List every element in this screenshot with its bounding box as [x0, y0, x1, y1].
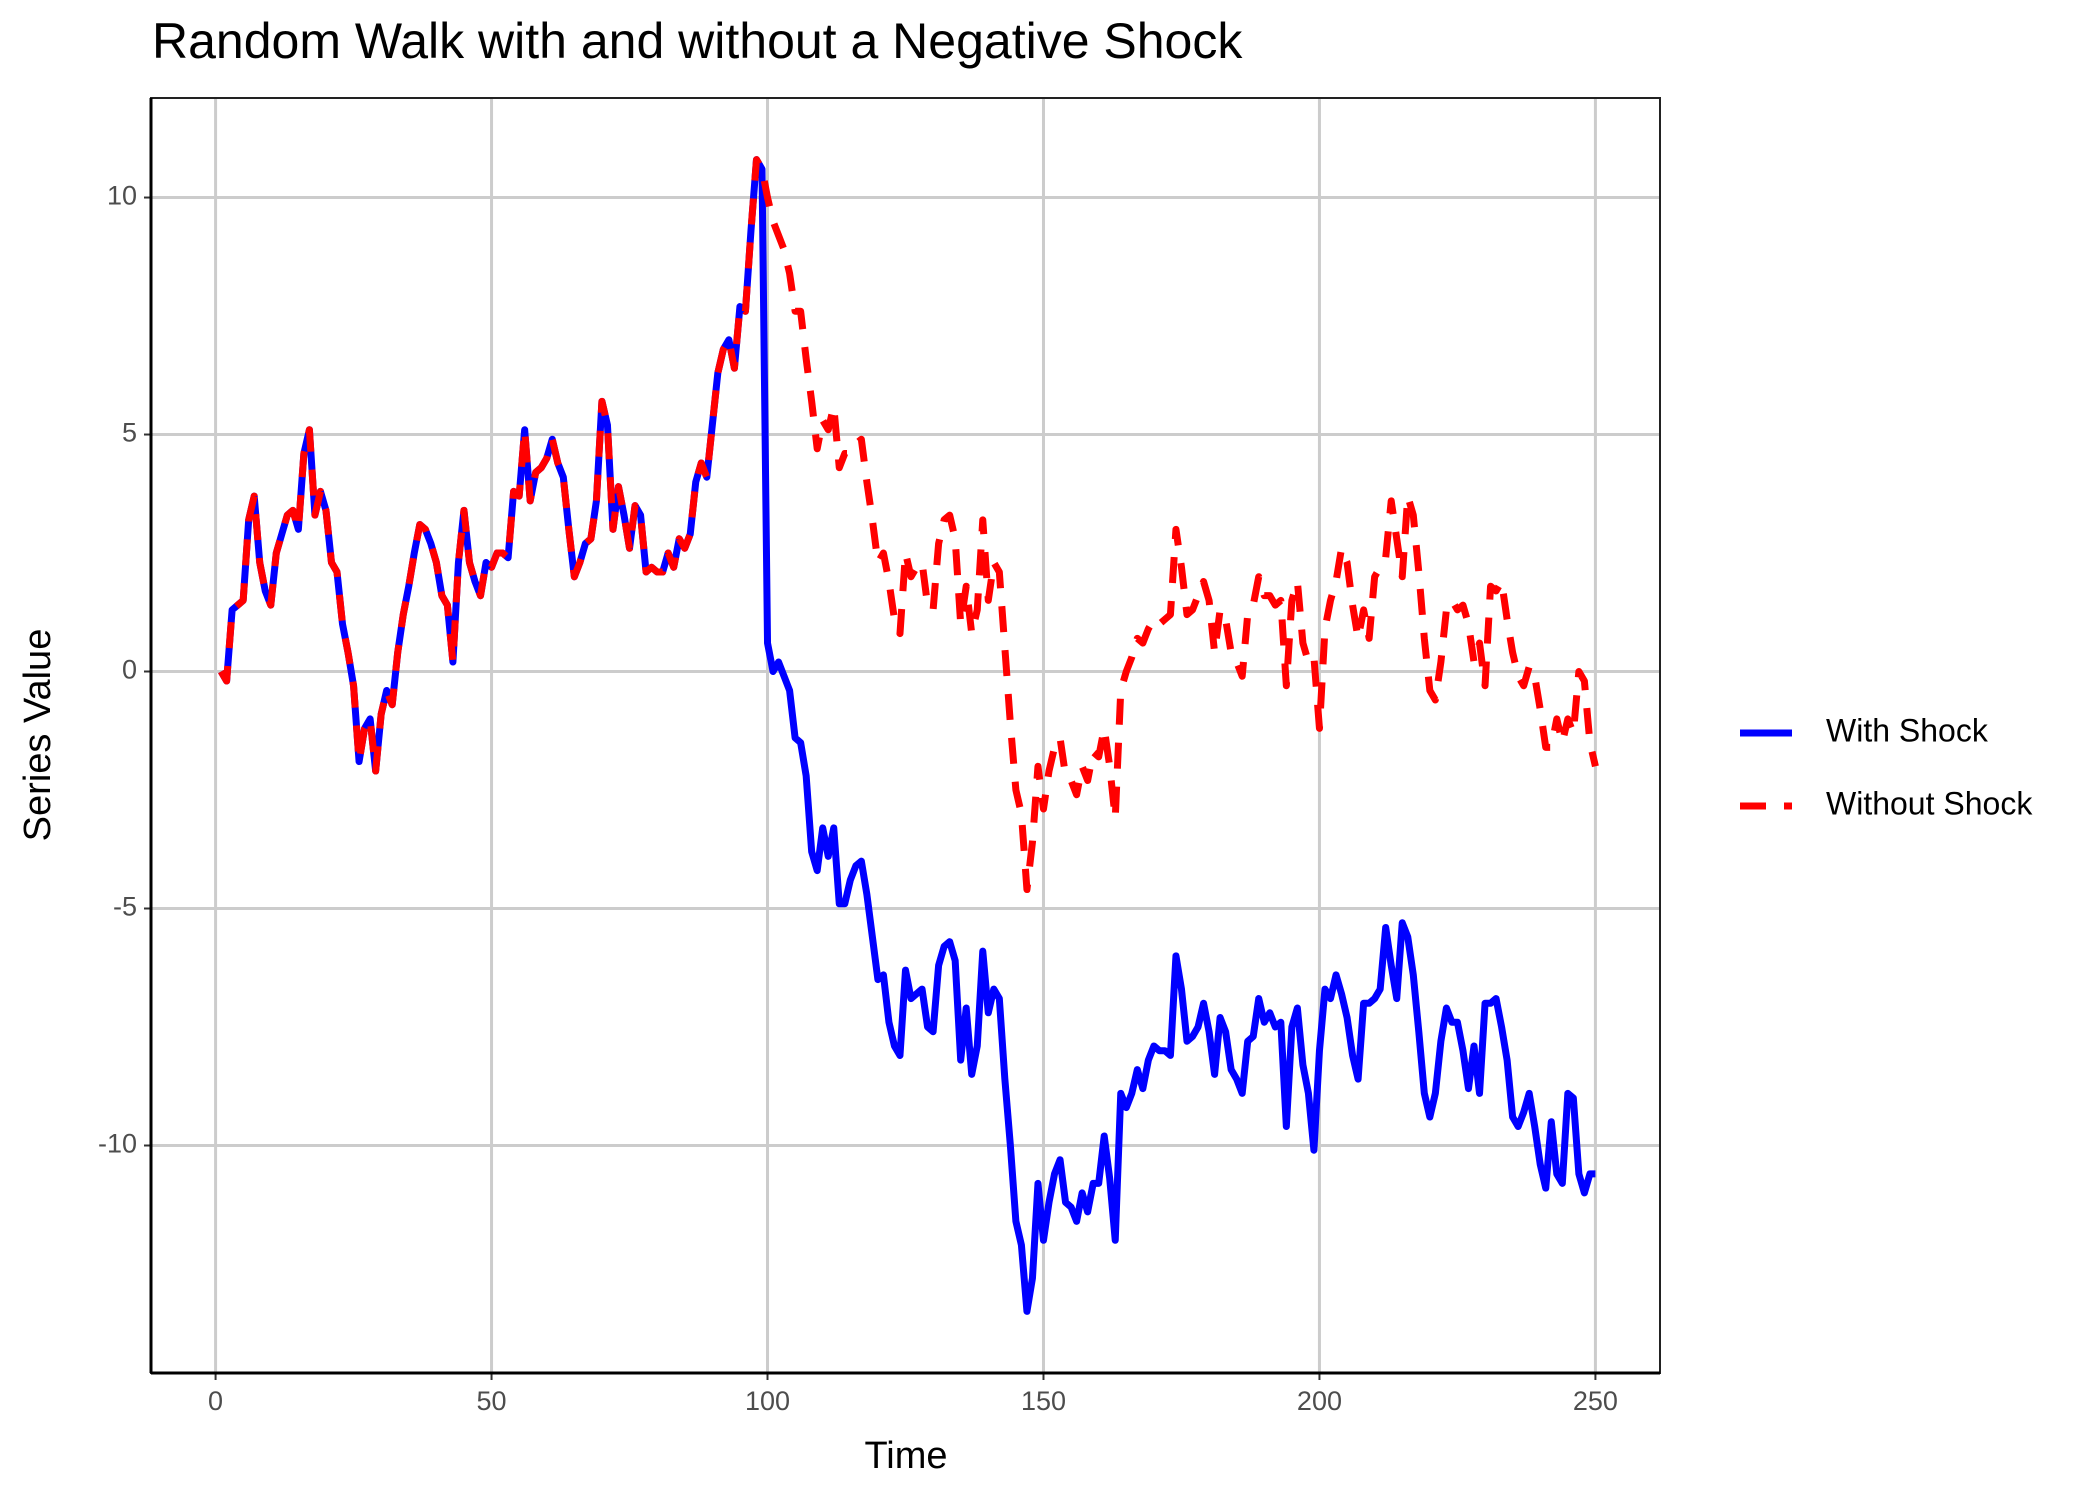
y-tick-label: 10 [107, 181, 137, 211]
y-tick-label: -10 [98, 1129, 137, 1159]
legend-label: Without Shock [1826, 785, 2033, 821]
y-tick-label: -5 [113, 892, 137, 922]
x-tick-label: 150 [1021, 1386, 1066, 1416]
y-axis-title: Series Value [17, 629, 59, 842]
x-tick-label: 250 [1573, 1386, 1618, 1416]
x-tick-label: 200 [1297, 1386, 1342, 1416]
series-line [218, 156, 1599, 894]
legend-label: With Shock [1826, 712, 1989, 748]
y-tick-label: 0 [122, 655, 137, 685]
x-axis-title: Time [864, 1435, 947, 1477]
series-line [218, 156, 1596, 1315]
chart-title: Random Walk with and without a Negative … [152, 13, 1243, 69]
legend: With Shock Without Shock [1740, 712, 2033, 821]
x-tick-label: 50 [477, 1386, 507, 1416]
y-tick-label: 5 [122, 418, 137, 448]
x-tick-label: 100 [745, 1386, 790, 1416]
x-tick-label: 0 [208, 1386, 223, 1416]
